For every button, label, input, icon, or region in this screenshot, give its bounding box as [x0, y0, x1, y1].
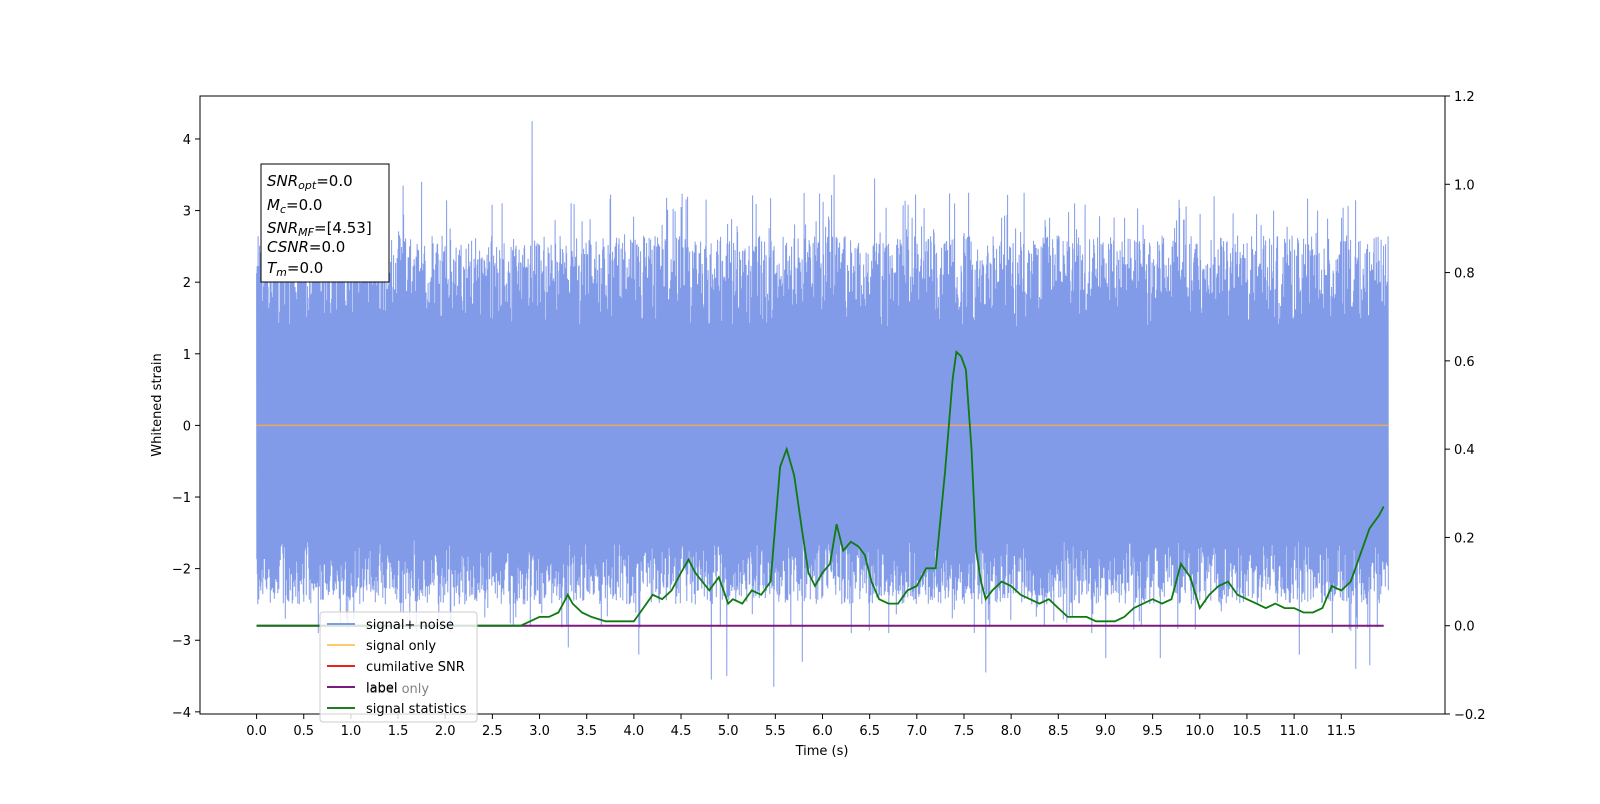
annotation-snr-mf: SNRMF=[4.53]	[267, 219, 372, 239]
y-tick-label-left: −4	[172, 706, 191, 721]
x-tick-label: 5.0	[718, 724, 739, 739]
y-tick-label-left: −1	[172, 491, 191, 506]
x-tick-label: 3.0	[529, 724, 550, 739]
legend-label-signal-noise: signal+ noise	[366, 618, 454, 633]
annotation-box: SNRopt=0.0 Mc=0.0 SNRMF=[4.53] CSNR=0.0 …	[260, 163, 390, 283]
y-tick-label-right: 0.8	[1454, 267, 1475, 282]
annotation-csnr: CSNR=0.0	[267, 238, 345, 256]
legend: label only signal+ noise signal only cum…	[319, 611, 478, 723]
y-tick-label-right: 1.2	[1454, 90, 1475, 105]
y-tick-label-left: 3	[183, 205, 191, 220]
y-tick-label-right: 1.0	[1454, 178, 1475, 193]
x-tick-label: 4.5	[671, 724, 692, 739]
y-tick-label-left: 2	[183, 276, 191, 291]
y-tick-label-right: 0.4	[1454, 443, 1475, 458]
legend-hidden-label-only: label only	[366, 682, 429, 697]
y-tick-label-left: −3	[172, 634, 191, 649]
x-tick-label: 3.5	[576, 724, 597, 739]
legend-label-cumulative-snr: cumilative SNR	[366, 660, 465, 675]
x-tick-label: 10.5	[1232, 724, 1261, 739]
x-tick-label: 6.0	[812, 724, 833, 739]
annotation-snr-opt: SNRopt=0.0	[267, 172, 353, 192]
x-tick-label: 0.5	[293, 724, 314, 739]
series-signal-noise	[256, 121, 1389, 687]
legend-label-signal-only: signal only	[366, 639, 436, 654]
y-tick-label-left: 0	[183, 419, 191, 434]
x-tick-label: 7.0	[906, 724, 927, 739]
y-tick-label-right: −0.2	[1454, 708, 1486, 723]
y-tick-label-left: 1	[183, 348, 191, 363]
y-tick-label-right: 0.0	[1454, 620, 1475, 635]
x-tick-label: 0.0	[246, 724, 267, 739]
x-tick-label: 9.5	[1142, 724, 1163, 739]
x-tick-label: 2.5	[482, 724, 503, 739]
y-tick-label-left: −2	[172, 563, 191, 578]
y-axis-label: Whitened strain	[150, 353, 165, 456]
x-tick-label: 1.0	[341, 724, 362, 739]
x-tick-label: 5.5	[765, 724, 786, 739]
x-tick-label: 11.0	[1280, 724, 1309, 739]
x-tick-label: 6.5	[859, 724, 880, 739]
x-tick-label: 8.5	[1048, 724, 1069, 739]
x-tick-label: 8.0	[1001, 724, 1022, 739]
x-tick-label: 4.0	[624, 724, 645, 739]
x-tick-label: 7.5	[954, 724, 975, 739]
x-tick-label: 2.0	[435, 724, 456, 739]
legend-label-signal-statistics: signal statistics	[366, 702, 467, 717]
x-tick-label: 9.0	[1095, 724, 1116, 739]
x-tick-label: 10.0	[1185, 724, 1214, 739]
annotation-mc: Mc=0.0	[267, 196, 322, 216]
x-tick-label: 11.5	[1327, 724, 1356, 739]
legend-label-label: label	[366, 681, 397, 696]
annotation-tm: Tm=0.0	[267, 259, 323, 279]
y-tick-label-left: 4	[183, 133, 191, 148]
series-signal-statistics	[256, 350, 1385, 627]
x-axis-label: Time (s)	[795, 744, 849, 759]
x-tick-label: 1.5	[388, 724, 409, 739]
y-tick-label-right: 0.6	[1454, 355, 1475, 370]
y-tick-label-right: 0.2	[1454, 531, 1475, 546]
